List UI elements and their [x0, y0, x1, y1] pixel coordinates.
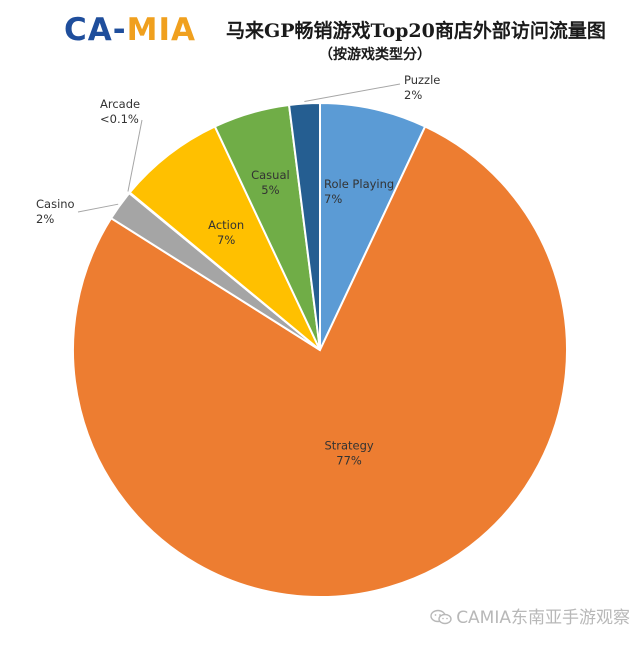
leader-lines [77, 83, 401, 213]
chart-title: 马来GP畅销游戏Top20商店外部访问流量图 [226, 20, 606, 42]
slice-label-action: Action 7% [208, 218, 244, 247]
slice-label-strategy: Strategy 77% [324, 439, 373, 468]
wechat-icon [430, 609, 452, 625]
slice-label-arcade: Arcade <0.1% [100, 97, 140, 126]
chart-header: CA-MIA 马来GP畅销游戏Top20商店外部访问流量图 （按游戏类型分） [0, 0, 640, 70]
leader-line-puzzle [304, 83, 401, 102]
slice-label-puzzle: Puzzle 2% [404, 73, 440, 102]
pie-slice-action [128, 125, 321, 351]
camia-logo: CA-MIA [64, 14, 196, 46]
slice-labels: Role Playing 7% Strategy 77% Casino 2% Arcade <… [36, 73, 440, 468]
pie-slice-strategy [72, 125, 568, 598]
chart-subtitle: （按游戏类型分） [319, 47, 431, 63]
pie-slice-puzzle [287, 101, 321, 351]
slice-label-casino: Casino 2% [36, 197, 75, 226]
slice-label-casual: Casual 5% [251, 168, 290, 197]
watermark: CAMIA东南亚手游观察 [430, 603, 630, 628]
logo-text: CA-MIA [64, 12, 196, 48]
leader-line-casino [77, 203, 119, 213]
leader-line-arcade [127, 119, 143, 192]
pie-slice-role-playing [319, 101, 427, 351]
slice-label-role-playing: Role Playing 7% [324, 177, 394, 206]
pie-slices [72, 101, 568, 598]
watermark-text: CAMIA东南亚手游观察 [456, 608, 630, 628]
